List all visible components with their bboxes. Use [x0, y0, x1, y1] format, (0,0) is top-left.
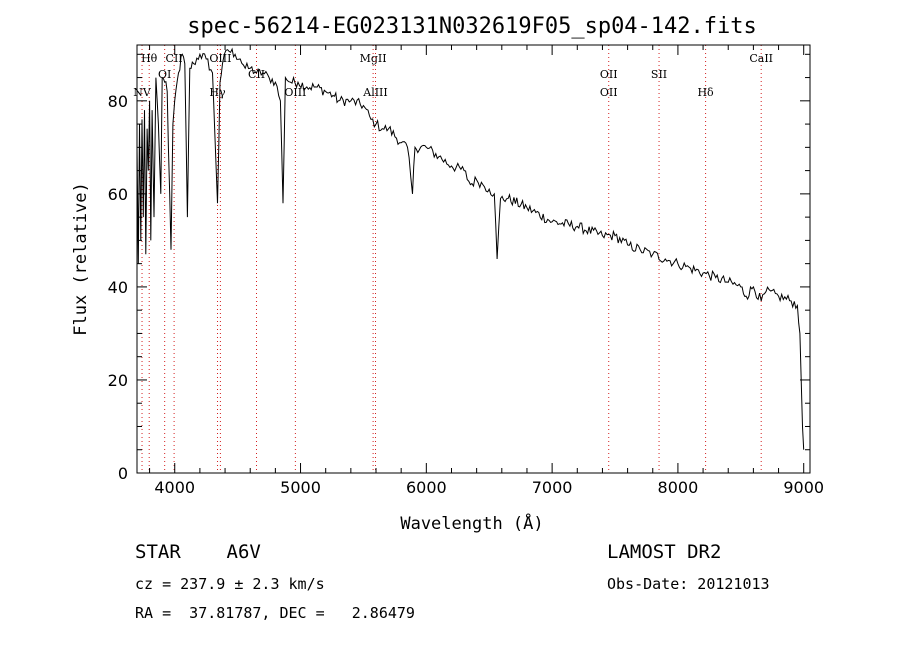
- y-tick-label: 20: [108, 371, 128, 390]
- x-axis-label: Wavelength (Å): [400, 512, 543, 534]
- spectral-line-label: NV: [133, 86, 152, 99]
- spectral-line-label: SII: [651, 68, 667, 81]
- y-axis-label: Flux (relative): [71, 182, 91, 336]
- spectral-line-label: CaII: [749, 52, 773, 65]
- x-tick-label: 7000: [532, 478, 573, 497]
- observation-date: Obs-Date: 20121013: [607, 575, 770, 593]
- spectral-line-label: Hθ: [141, 52, 158, 65]
- y-tick-label: 0: [118, 464, 128, 483]
- x-tick-label: 6000: [406, 478, 447, 497]
- redshift-readout: cz = 237.9 ± 2.3 km/s: [135, 575, 325, 593]
- plot-frame: [136, 44, 811, 474]
- spectral-line-label: CII: [166, 52, 183, 65]
- survey-name: LAMOST DR2: [607, 541, 722, 563]
- y-tick-label: 40: [108, 278, 128, 297]
- spectrum-line: [136, 47, 805, 450]
- spectral-line-label: OII: [600, 68, 618, 81]
- object-class: STAR A6V: [135, 541, 261, 563]
- spectral-line-label: Hδ: [697, 86, 714, 99]
- spectral-line-label: CII: [248, 68, 265, 81]
- spectral-line-label: OI: [158, 68, 171, 81]
- x-tick-label: 8000: [658, 478, 699, 497]
- axis-ticks: 4000 5000 6000 7000 8000 9000 0 20 40 60 80: [108, 45, 824, 497]
- spectral-line-label: MgII: [360, 52, 387, 65]
- chart-title: spec-56214-EG023131N032619F05_sp04-142.f…: [187, 14, 757, 39]
- spectral-line-label: OIII: [209, 52, 231, 65]
- spectral-line-markers: Hθ NV OI CII Hγ OIII CII OIII MgII AlIII OII OII SII…: [133, 45, 773, 473]
- spectral-line-label: OII: [600, 86, 618, 99]
- spectral-line-label: OIII: [284, 86, 306, 99]
- x-tick-label: 9000: [783, 478, 824, 497]
- spectral-line-label: Hγ: [209, 86, 226, 99]
- x-tick-label: 4000: [154, 478, 195, 497]
- y-tick-label: 60: [108, 185, 128, 204]
- y-tick-label: 80: [108, 92, 128, 111]
- coordinates-readout: RA = 37.81787, DEC = 2.86479: [135, 604, 415, 622]
- x-tick-label: 5000: [280, 478, 321, 497]
- spectral-line-label: AlIII: [362, 86, 388, 99]
